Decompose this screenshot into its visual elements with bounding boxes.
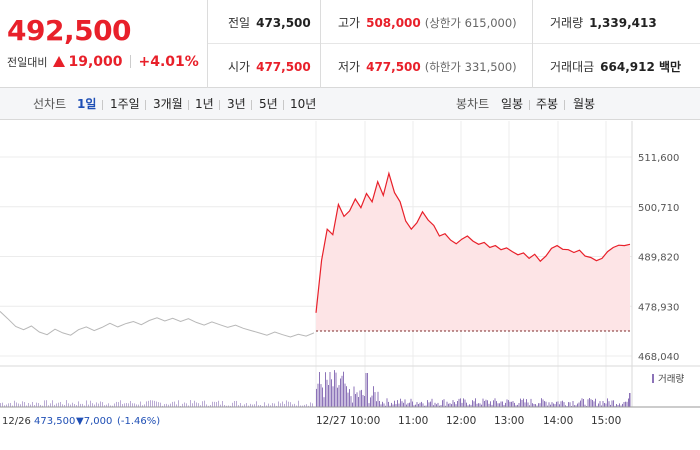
y-tick-label: 489,820 <box>638 253 679 264</box>
x-tick-label: 14:00 <box>543 415 573 427</box>
stat-prev-close: 전일 473,500 <box>228 16 311 30</box>
tab-daily-candle[interactable]: 일봉 <box>501 97 524 111</box>
chart-grid <box>0 121 700 407</box>
stat-amount: 거래대금 664,912 백만 <box>550 60 682 74</box>
volume-bars <box>0 370 631 407</box>
stat-open: 시가 477,500 <box>228 60 311 74</box>
x-tick-label: 12/27 <box>316 415 346 427</box>
x-tick-label: 15:00 <box>591 415 621 427</box>
stats-row-2: 시가 477,500 저가 477,500 (하한가 331,500) 거래대금 664… <box>208 44 700 88</box>
change-label: 전일대비 <box>7 56 48 69</box>
today-price-area <box>316 173 630 332</box>
x-tick-label: 11:00 <box>398 415 428 427</box>
prev-day-close: 473,500 <box>34 416 75 427</box>
tab-monthly-candle[interactable]: 월봉 <box>573 97 596 111</box>
x-tick-label: 12:00 <box>446 415 476 427</box>
divider <box>320 0 321 88</box>
x-axis-labels: 12/27 10:00 11:00 12:00 13:00 14:00 15:00 <box>316 415 621 427</box>
y-tick-label: 478,930 <box>638 302 679 313</box>
stat-volume: 거래량 1,339,413 <box>550 16 657 30</box>
prev-day-percent: (-1.46%) <box>117 416 160 427</box>
prev-day-price-line <box>0 311 315 338</box>
up-triangle-icon <box>52 56 65 67</box>
prev-day-change-value: 7,000 <box>84 416 113 427</box>
candle-chart-label: 봉차트 <box>456 97 490 111</box>
y-tick-label: 468,040 <box>638 352 679 363</box>
quote-header: 492,500 전일대비 19,000 +4.01% 전일 473,500 고가 5… <box>0 0 700 88</box>
current-price: 492,500 <box>7 14 132 47</box>
stat-low: 저가 477,500 (하한가 331,500) <box>338 60 517 74</box>
stat-high: 고가 508,000 (상한가 615,000) <box>338 16 517 30</box>
tab-1w[interactable]: 1주일 <box>110 97 140 111</box>
change-percent: +4.01% <box>138 54 199 70</box>
tab-3m[interactable]: 3개월 <box>153 97 183 111</box>
line-chart-label: 선차트 <box>33 97 67 111</box>
tab-weekly-candle[interactable]: 주봉 <box>536 97 559 111</box>
tab-1d[interactable]: 1일 <box>77 97 97 111</box>
price-change: 전일대비 19,000 +4.01% <box>7 54 199 70</box>
down-triangle-icon: ▼ <box>76 416 84 427</box>
chart-period-tabs: 선차트 1일 1주일 3개월 1년 3년 5년 10년 봉차트 일봉 주봉 월봉 <box>0 88 700 120</box>
stats-row-1: 전일 473,500 고가 508,000 (상한가 615,000) 거래량 1,33… <box>208 0 700 44</box>
tab-3y[interactable]: 3년 <box>227 97 246 111</box>
x-tick-label: 10:00 <box>350 415 380 427</box>
y-tick-label: 511,600 <box>638 153 679 164</box>
today-price-line <box>315 171 631 313</box>
quote-stats: 전일 473,500 고가 508,000 (상한가 615,000) 거래량 1,33… <box>208 0 700 88</box>
divider <box>532 0 533 88</box>
volume-legend-swatch <box>652 374 654 383</box>
y-axis-labels: 511,600 500,710 489,820 478,930 468,040 <box>638 153 679 363</box>
y-tick-label: 500,710 <box>638 203 679 214</box>
price-summary: 492,500 전일대비 19,000 +4.01% <box>0 0 208 88</box>
tab-1y[interactable]: 1년 <box>195 97 214 111</box>
prev-day-change: ▼7,000 <box>76 416 112 427</box>
tab-5y[interactable]: 5년 <box>259 97 278 111</box>
change-value: 19,000 <box>68 54 123 70</box>
x-tick-label: 13:00 <box>494 415 524 427</box>
tab-10y[interactable]: 10년 <box>290 97 317 111</box>
divider <box>130 55 132 68</box>
volume-legend: 거래량 <box>658 373 684 385</box>
prev-day-label: 12/26 <box>2 416 31 427</box>
